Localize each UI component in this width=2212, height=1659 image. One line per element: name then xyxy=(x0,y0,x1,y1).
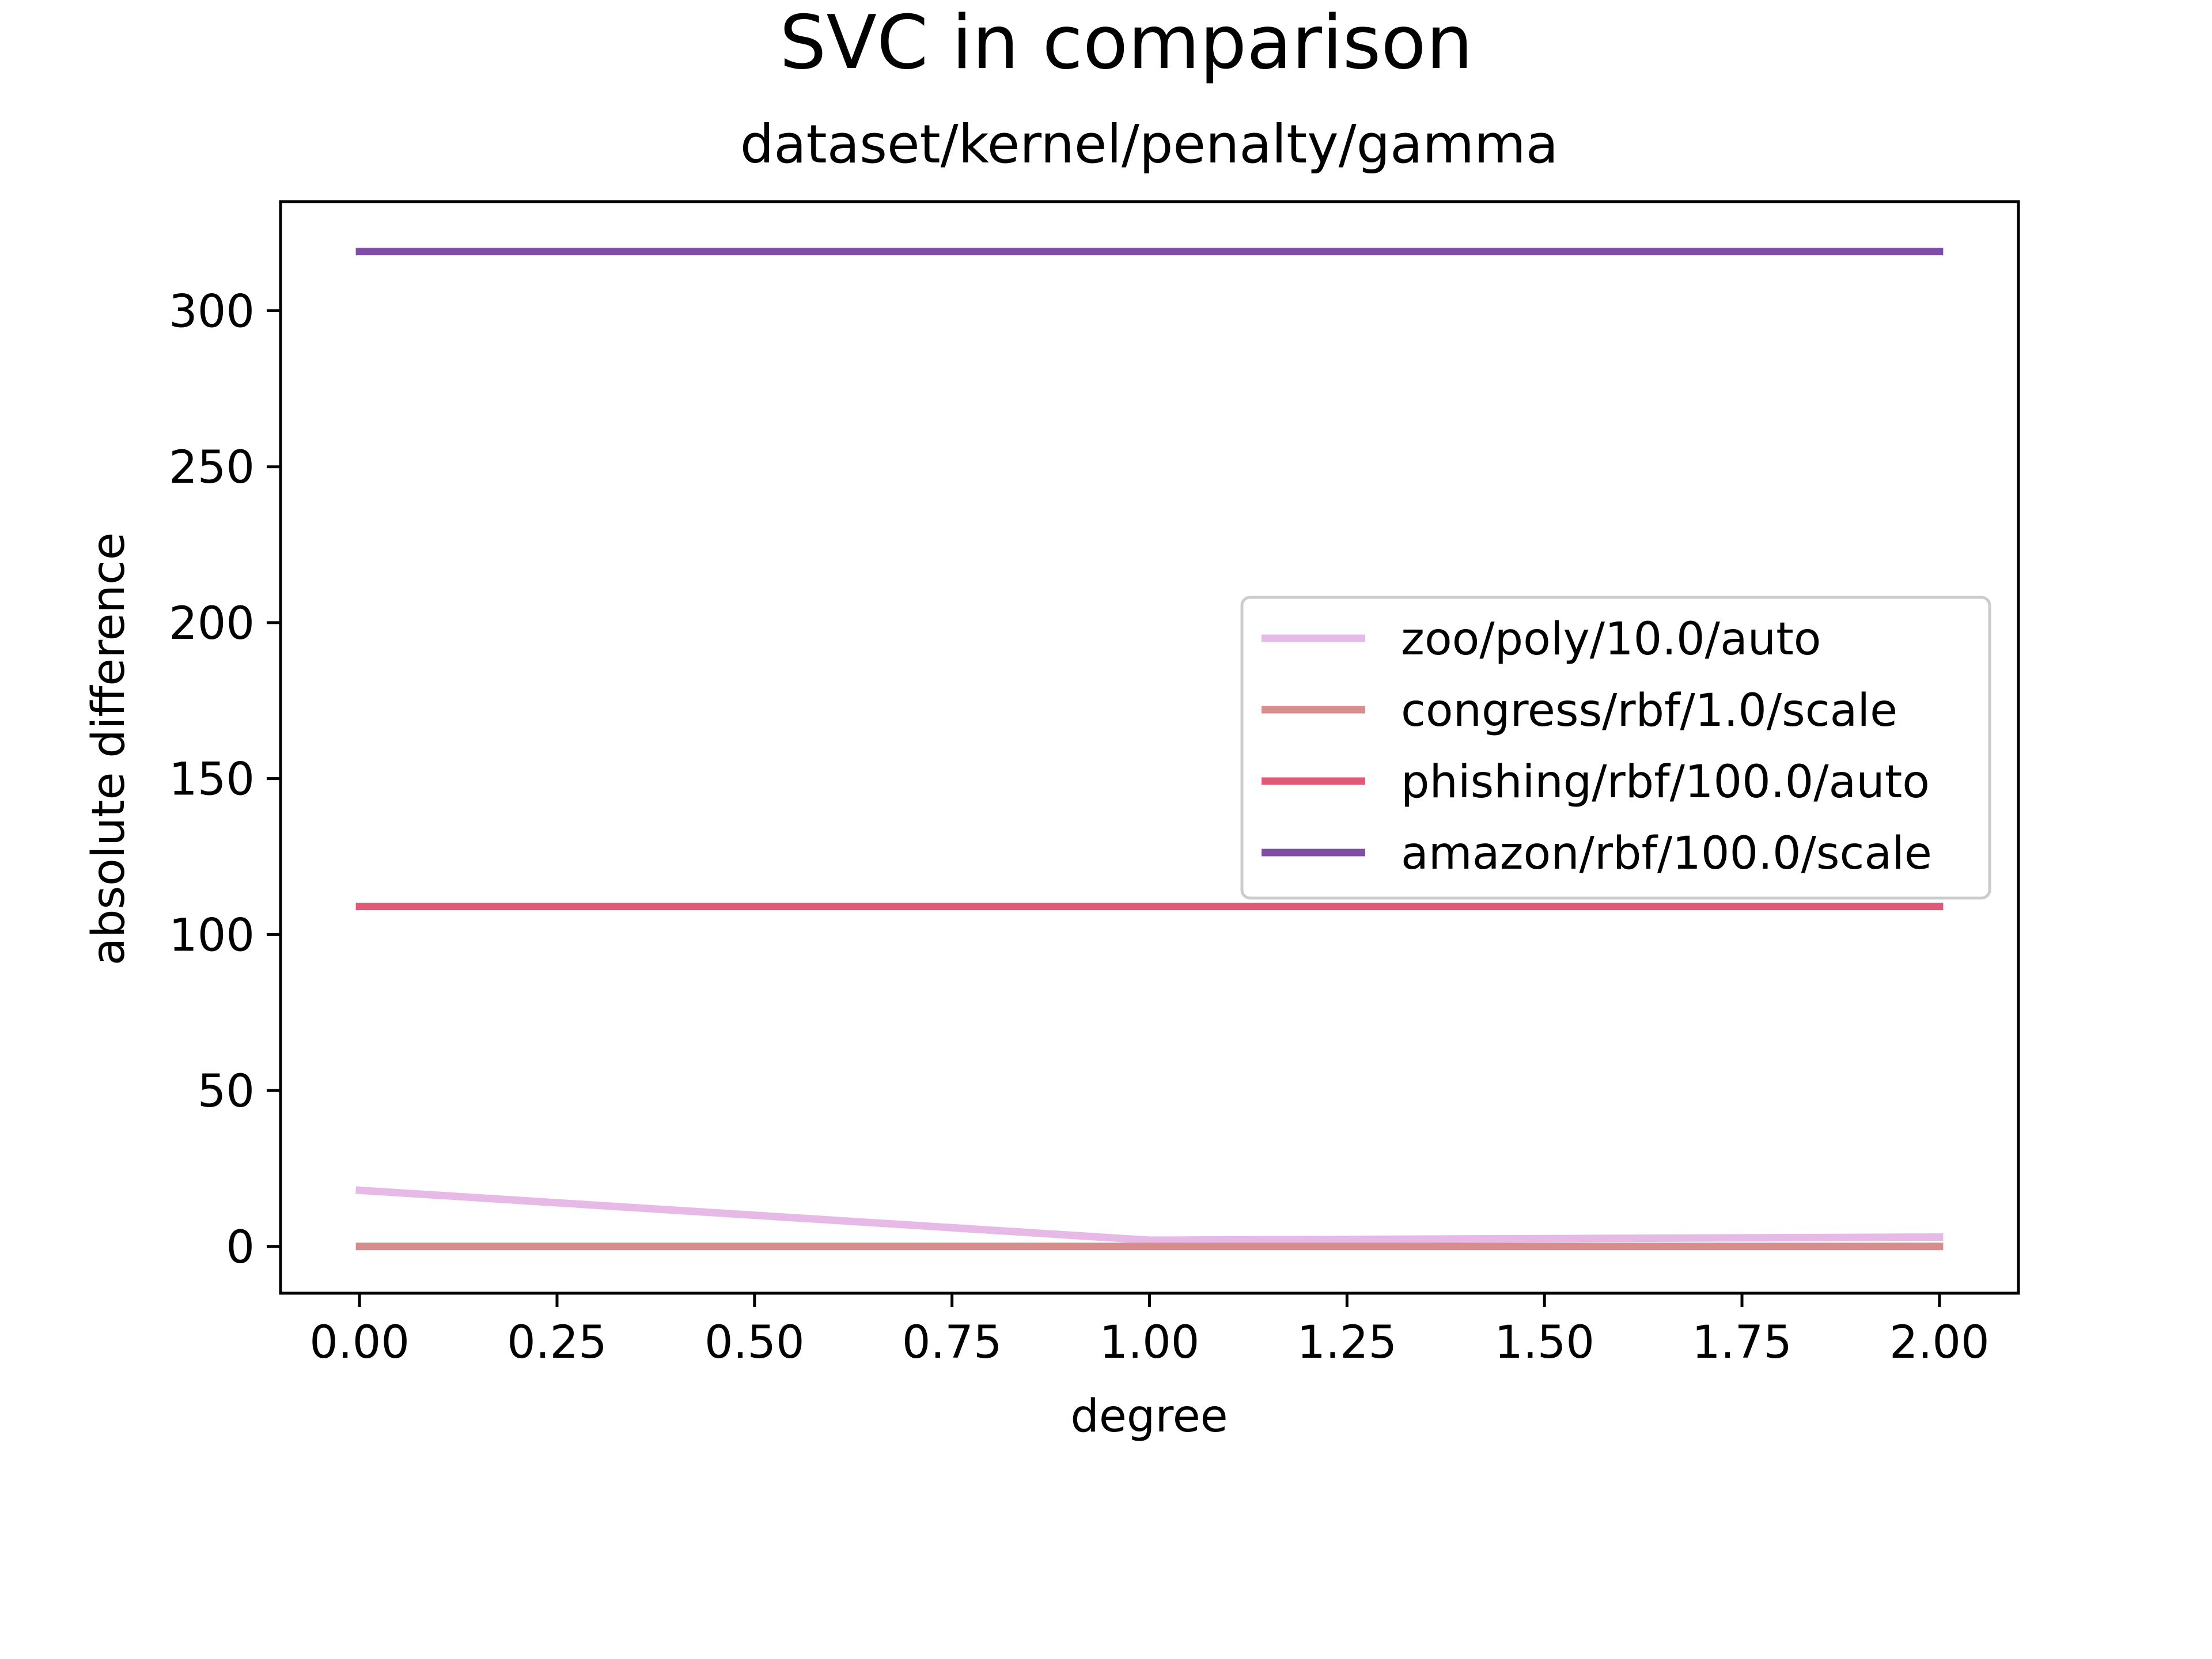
x-tick-label: 2.00 xyxy=(1889,1317,1990,1369)
x-tick-label: 1.25 xyxy=(1297,1317,1397,1369)
legend: zoo/poly/10.0/auto congress/rbf/1.0/scale… xyxy=(1240,596,1991,900)
x-tick-label: 0.75 xyxy=(902,1317,1002,1369)
x-tick-label: 1.50 xyxy=(1494,1317,1594,1369)
y-tick-label: 200 xyxy=(169,598,255,650)
legend-entries: zoo/poly/10.0/auto congress/rbf/1.0/scale… xyxy=(1262,613,1932,880)
y-tick-label: 250 xyxy=(169,442,255,494)
series-line-0 xyxy=(355,1186,1944,1244)
legend-frame xyxy=(1240,596,1991,900)
x-tick-label: 1.75 xyxy=(1692,1317,1792,1369)
chart-subtitle: dataset/kernel/penalty/gamma xyxy=(740,113,1558,175)
chart-title: SVC in comparison xyxy=(779,0,1473,86)
y-tick-label: 150 xyxy=(169,754,255,806)
x-axis: 0.00 0.25 0.50 0.75 1.00 1.25 1.50 1.75 2.00 xyxy=(309,1293,1990,1369)
x-tick-label: 0.50 xyxy=(704,1317,805,1369)
x-axis-label: degree xyxy=(1070,1391,1228,1442)
legend-label: congress/rbf/1.0/scale xyxy=(1401,685,1897,737)
y-tick-label: 0 xyxy=(226,1222,255,1274)
x-tick-label: 0.25 xyxy=(507,1317,607,1369)
x-tick-label: 1.00 xyxy=(1100,1317,1200,1369)
legend-label: phishing/rbf/100.0/auto xyxy=(1401,756,1930,808)
legend-label: zoo/poly/10.0/auto xyxy=(1401,613,1821,665)
y-axis-label: absolute difference xyxy=(83,532,135,965)
y-tick-label: 300 xyxy=(169,286,255,338)
y-tick-label: 50 xyxy=(198,1066,255,1118)
x-tick-label: 0.00 xyxy=(309,1317,410,1369)
y-axis: 0 50 100 150 200 250 300 xyxy=(169,286,281,1274)
series-lines xyxy=(355,248,1944,1251)
legend-label: amazon/rbf/100.0/scale xyxy=(1401,828,1932,880)
y-tick-label: 100 xyxy=(169,910,255,961)
